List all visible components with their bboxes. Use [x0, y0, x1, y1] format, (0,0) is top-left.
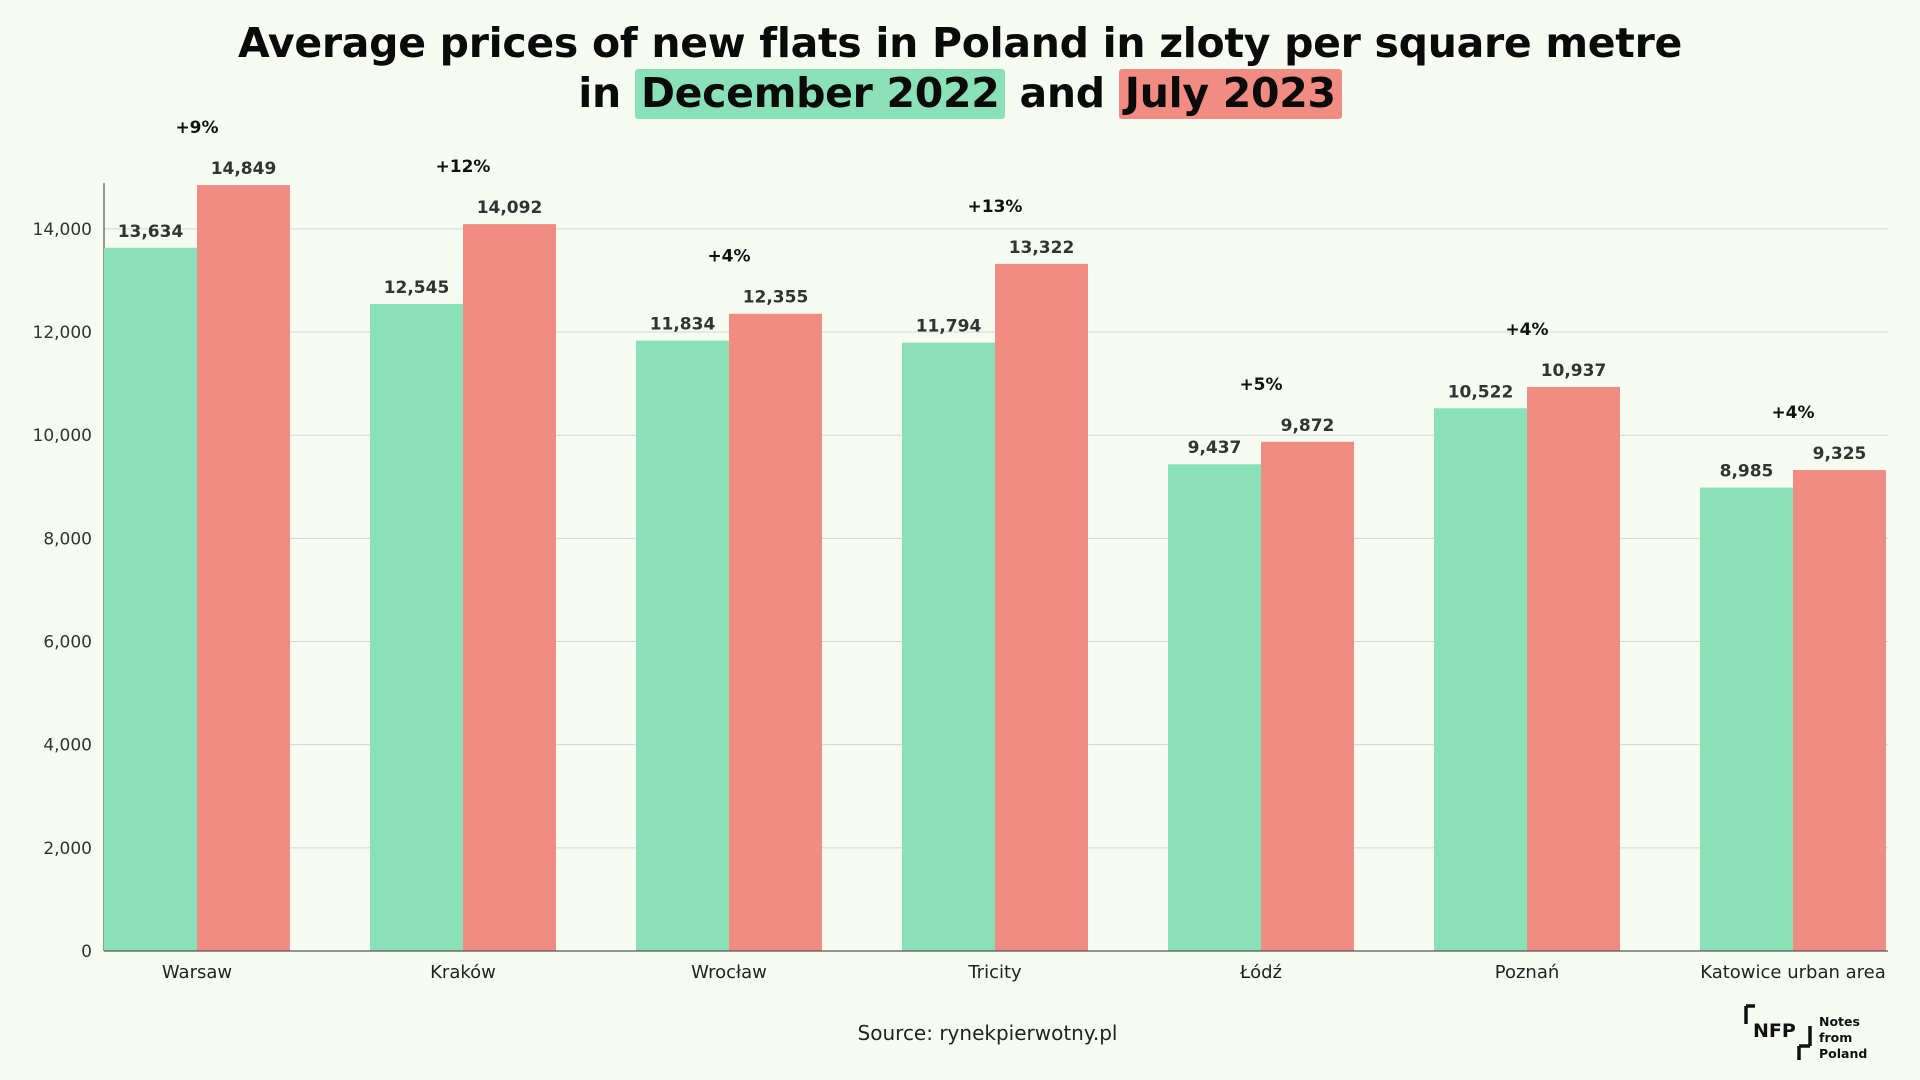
legend-december-2022: December 2022	[634, 69, 1006, 119]
data-label-july-2023: 13,322	[1009, 238, 1075, 258]
bar-december-2022	[1168, 464, 1261, 951]
data-label-july-2023: 9,325	[1813, 444, 1867, 464]
percent-change-label: +4%	[707, 247, 750, 267]
x-tick-label: Poznań	[1495, 962, 1560, 983]
bar-july-2023	[729, 313, 822, 951]
data-label-july-2023: 9,872	[1281, 416, 1335, 436]
y-tick-label: 8,000	[43, 529, 92, 549]
y-tick-label: 14,000	[33, 220, 92, 240]
y-tick-label: 4,000	[43, 736, 92, 756]
data-label-december-2022: 9,437	[1188, 438, 1242, 458]
data-label-july-2023: 14,849	[211, 159, 277, 179]
legend-july-2023: July 2023	[1118, 69, 1342, 119]
data-label-december-2022: 11,834	[650, 315, 716, 335]
y-tick-label: 10,000	[33, 426, 92, 446]
bar-december-2022	[902, 342, 995, 951]
bar-december-2022	[104, 247, 197, 951]
logo-text-line-1: Notes from	[1819, 1014, 1860, 1045]
title-line-2: in December 2022 and July 2023	[0, 68, 1920, 119]
bar-july-2023	[1793, 470, 1886, 951]
title-prefix: in	[578, 69, 621, 117]
y-tick-label: 0	[81, 942, 92, 962]
x-tick-label: Kraków	[430, 962, 496, 983]
bar-july-2023	[463, 224, 556, 951]
title-line-1: Average prices of new flats in Poland in…	[237, 19, 1683, 67]
y-tick-label: 6,000	[43, 633, 92, 653]
percent-change-label: +4%	[1771, 403, 1814, 423]
percent-change-label: +5%	[1239, 375, 1282, 395]
data-label-december-2022: 8,985	[1720, 462, 1774, 482]
percent-change-label: +13%	[968, 197, 1023, 217]
data-label-july-2023: 10,937	[1541, 361, 1607, 381]
percent-change-label: +4%	[1505, 320, 1548, 340]
data-label-december-2022: 12,545	[384, 278, 450, 298]
x-tick-label: Wrocław	[691, 962, 767, 983]
y-tick-label: 2,000	[43, 839, 92, 859]
x-tick-label: Warsaw	[162, 962, 232, 983]
nfp-logo-letters: NFP	[1753, 1020, 1796, 1042]
data-label-july-2023: 14,092	[477, 198, 543, 218]
x-tick-label: Łódź	[1239, 962, 1282, 983]
nfp-logo: NFP Notes from Poland	[1743, 1000, 1893, 1064]
title-connector: and	[1019, 69, 1105, 117]
percent-change-label: +12%	[436, 157, 491, 177]
data-label-december-2022: 11,794	[916, 317, 982, 337]
bar-july-2023	[1261, 441, 1354, 951]
bar-december-2022	[636, 340, 729, 951]
bar-december-2022	[1434, 408, 1527, 951]
bar-july-2023	[995, 263, 1088, 952]
x-tick-label: Tricity	[967, 962, 1022, 983]
logo-text-line-2: Poland	[1819, 1046, 1868, 1061]
x-tick-label: Katowice urban area	[1700, 962, 1886, 983]
bar-july-2023	[197, 185, 290, 952]
bar-december-2022	[1700, 487, 1793, 951]
bar-december-2022	[370, 303, 463, 951]
nfp-logo-mark: NFP	[1744, 1004, 1812, 1060]
percent-change-label: +9%	[175, 118, 218, 138]
nfp-logo-text: Notes from Poland	[1819, 1014, 1893, 1062]
bar-july-2023	[1527, 386, 1620, 952]
data-label-december-2022: 13,634	[118, 222, 184, 242]
data-label-july-2023: 12,355	[743, 288, 809, 308]
y-tick-label: 12,000	[33, 323, 92, 343]
chart-title: Average prices of new flats in Poland in…	[0, 18, 1920, 119]
data-label-december-2022: 10,522	[1448, 382, 1514, 402]
source-note: Source: rynekpierwotny.pl	[857, 1021, 1118, 1045]
